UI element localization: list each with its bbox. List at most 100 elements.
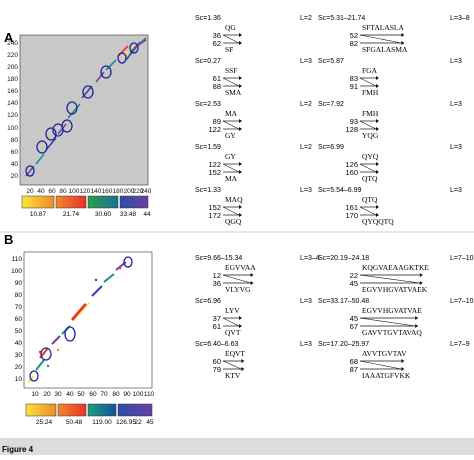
arrow-head [401,367,405,371]
panel-b-colorbar-label: 119.00 [92,419,112,426]
panel-a-colorbar: 10.87 21.74 30.60 33.48 44 [21,195,151,218]
end-index: 91 [350,82,358,91]
score-label: Sc=1.59 [195,144,221,151]
bottom-sequence: VLYVG [225,285,251,294]
panel-b-label: B [4,232,13,247]
end-index: 62 [213,39,221,48]
arrow-head [376,84,379,88]
panel-a-colorbar-seg-4 [119,195,149,209]
panel-b-colorbar-seg-3 [87,403,117,417]
start-index: 12 [213,271,221,280]
start-index: 89 [213,117,221,126]
panel-b-ytick: 80 [15,292,23,299]
panel-b-xtick: 80 [112,391,120,398]
panel-b-colorbar-label: 126.95 [116,419,136,426]
panel-a-ytick: 20 [11,173,19,180]
top-sequence: QTQ [362,195,378,204]
length-label: L=3 [300,298,312,305]
score-label: Sc=20.19–24.18 [318,255,369,262]
bottom-sequence: QTQ [362,174,378,183]
top-sequence: FMH [362,109,379,118]
arrow-head [239,76,242,80]
arrow-head [376,76,379,80]
top-sequence: EGVVHGVATVAE [362,306,422,315]
bottom-sequence: MA [225,174,238,183]
panel-a-ytick: 40 [11,161,19,168]
panel-a-colorbar-label: 33.48 [120,211,137,218]
score-label: Sc=33.17–50.48 [318,298,369,305]
panel-b-ytick: 50 [15,328,23,335]
length-label: L=3 [450,101,462,108]
panel-a-ytick: 160 [7,88,18,95]
start-index: 126 [345,160,358,169]
top-sequence: SSF [225,66,238,75]
panel-b-colorbar-seg-2 [57,403,87,417]
panel-b-plot-area [23,251,153,389]
end-index: 79 [213,365,221,374]
bottom-sequence: QGQ [225,217,242,226]
panel-a-xtick: 220 [133,188,144,195]
panel-b-colorbar: 25.24 50.48 119.00 126.95 22 45 [25,403,154,426]
arrow-head [376,213,379,217]
panel-a-colorbar-seg-2 [55,195,87,209]
panel-a-ytick: 240 [7,40,18,47]
panel-b-colorbar-label: 22 [134,419,142,426]
length-label: L=7–9 [450,341,470,348]
end-index: 88 [213,82,221,91]
bottom-sequence: SFGALASMA [362,45,408,54]
panel-a-ytick: 60 [11,149,19,156]
start-index: 122 [208,160,221,169]
end-index: 61 [213,322,221,331]
arrow-head [419,281,423,285]
panel-b-scatter [38,266,122,368]
panel-a-colorbar-label: 30.60 [95,211,112,218]
connector-line [222,163,240,173]
arrow-head [241,367,245,371]
panel-a-xtick: 240 [141,188,152,195]
length-label: L=7–10 [450,255,474,262]
panel-b-circles [29,256,133,382]
connector-line [359,77,377,87]
arrow-head [239,33,242,37]
connector-line [222,77,240,87]
arrow-head [250,273,254,277]
connector-line [222,317,240,327]
caption-strip [0,438,474,455]
top-sequence: QYQ [362,152,379,161]
panel-a-ytick: 80 [11,137,19,144]
arrow-head [239,162,242,166]
end-index: 160 [345,168,358,177]
top-sequence: FGA [362,66,378,75]
panel-b-xtick: 40 [66,391,74,398]
connector-line [359,206,377,216]
bottom-sequence: GY [225,131,236,140]
start-index: 93 [350,117,358,126]
start-index: 52 [350,31,358,40]
panel-a-xtick: 160 [102,188,113,195]
start-index: 36 [213,31,221,40]
end-index: 82 [350,39,358,48]
panel-a-label: A [4,30,14,45]
panel-b-plot: 10 20 30 40 50 60 70 80 90 100 110 10 20… [11,251,155,398]
bottom-sequence: QVT [225,328,241,337]
length-label: L=2 [300,101,312,108]
end-index: 152 [208,168,221,177]
length-label: L=3 [300,341,312,348]
panel-b-xtick: 100 [133,391,144,398]
panel-b-colorbar-seg-4 [117,403,153,417]
bottom-sequence: QYQQTQ [362,217,394,226]
score-label: Sc=0.27 [195,58,221,65]
top-sequence: MAQ [225,195,243,204]
panel-b-colorbar-label: 50.48 [66,419,83,426]
panel-b-colorbar-label: 45 [146,419,154,426]
connector-line [359,317,416,327]
connector-line [359,360,402,370]
start-index: 60 [213,357,221,366]
arrow-head [415,316,419,320]
